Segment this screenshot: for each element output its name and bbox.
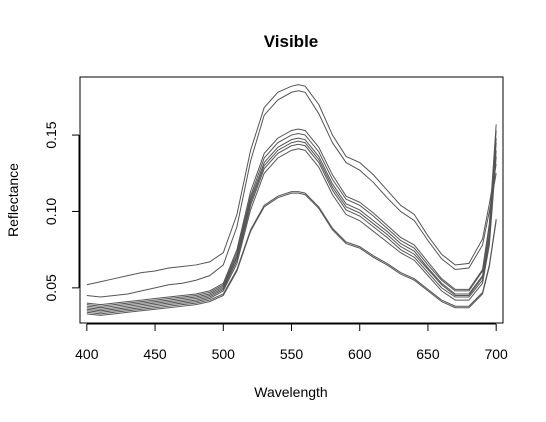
- x-axis-label: Wavelength: [254, 384, 327, 400]
- x-tick-label-450: 450: [143, 346, 167, 362]
- chart-title: Visible: [264, 32, 319, 51]
- y-axis: 0.05 0.10 0.15: [43, 121, 80, 301]
- series-line-7: [86, 143, 497, 312]
- series-layer: [86, 84, 497, 316]
- series-line-3: [86, 124, 497, 306]
- x-tick-label-700: 700: [484, 346, 508, 362]
- x-tick-label-550: 550: [280, 346, 304, 362]
- x-tick-label-500: 500: [212, 346, 236, 362]
- series-line-9: [86, 191, 497, 315]
- series-line-2: [86, 90, 497, 298]
- x-tick-label-600: 600: [348, 346, 372, 362]
- series-line-8: [86, 148, 497, 313]
- series-line-10: [86, 192, 497, 316]
- x-axis: 400 450 500 550 600 650 700: [75, 323, 508, 362]
- x-tick-label-650: 650: [416, 346, 440, 362]
- y-tick-label-2: 0.15: [43, 121, 59, 148]
- series-line-6: [86, 140, 497, 310]
- plot-frame: [79, 76, 504, 324]
- y-axis-label: Reflectance: [5, 163, 21, 237]
- series-line-4: [86, 130, 497, 307]
- x-tick-label-400: 400: [75, 346, 99, 362]
- series-line-5: [86, 137, 497, 309]
- series-line-1: [86, 84, 497, 286]
- y-tick-label-0: 0.05: [43, 274, 59, 301]
- y-tick-label-1: 0.10: [43, 198, 59, 225]
